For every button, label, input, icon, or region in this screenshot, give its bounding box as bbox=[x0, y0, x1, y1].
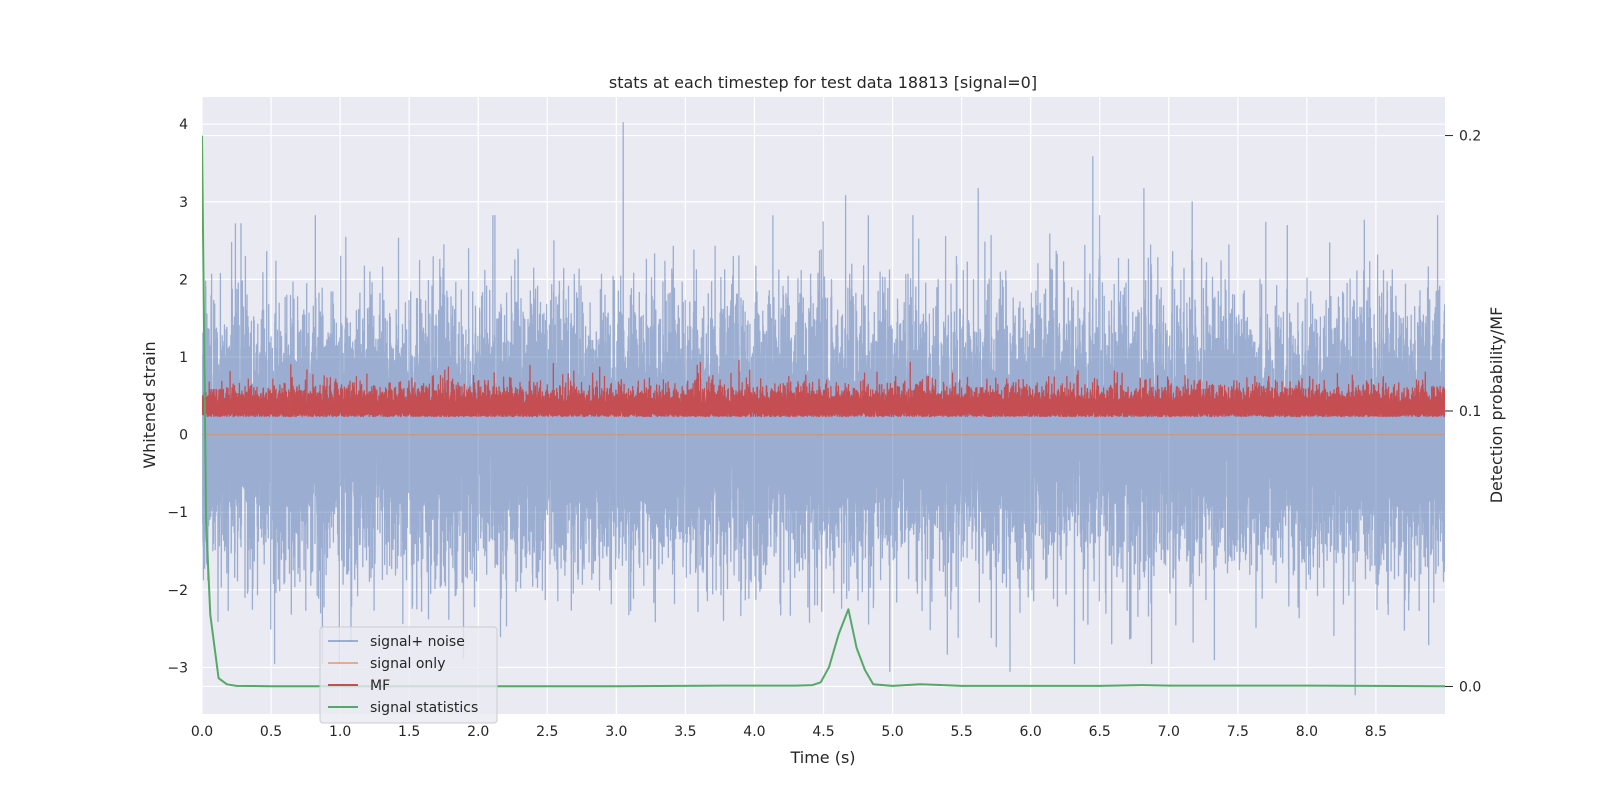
x-tick-label: 2.5 bbox=[536, 724, 558, 740]
legend-label: signal statistics bbox=[370, 700, 478, 716]
x-axis-label: Time (s) bbox=[789, 748, 855, 767]
y-tick-label: −1 bbox=[167, 505, 188, 521]
x-tick-label: 2.0 bbox=[467, 724, 489, 740]
x-tick-label: 7.5 bbox=[1227, 724, 1249, 740]
x-tick-label: 6.5 bbox=[1089, 724, 1111, 740]
legend: signal+ noise signal only MF signal statist… bbox=[319, 626, 498, 724]
y-tick-label: 4 bbox=[179, 117, 188, 133]
series-layer bbox=[202, 121, 1445, 696]
y-tick-label: 0 bbox=[179, 428, 188, 444]
x-tick-label: 3.5 bbox=[674, 724, 696, 740]
x-tick-label: 7.0 bbox=[1158, 724, 1180, 740]
x-tick-label: 8.0 bbox=[1296, 724, 1318, 740]
x-tick-label: 0.0 bbox=[191, 724, 213, 740]
y-tick-label: −2 bbox=[167, 583, 188, 599]
series-line-mf bbox=[202, 359, 1445, 418]
x-tick-label: 4.0 bbox=[743, 724, 765, 740]
x-tick-label: 1.0 bbox=[329, 724, 351, 740]
y-tick-label: 1 bbox=[179, 350, 188, 366]
y-axis-right: 0.2 0.1 0.0 bbox=[1445, 129, 1481, 695]
x-tick-label: 1.5 bbox=[398, 724, 420, 740]
y-axis-label: Whitened strain bbox=[140, 341, 159, 468]
y2-tick-label: 0.2 bbox=[1459, 129, 1481, 145]
legend-label: signal+ noise bbox=[370, 634, 465, 650]
series-line-signal-statistics bbox=[202, 135, 1445, 688]
legend-label: signal only bbox=[370, 656, 445, 672]
x-tick-label: 0.5 bbox=[260, 724, 282, 740]
y-axis-left: 4 3 2 1 0 −1 −2 −3 bbox=[167, 117, 188, 676]
legend-box bbox=[319, 626, 498, 724]
x-tick-label: 5.0 bbox=[881, 724, 903, 740]
y-tick-label: 2 bbox=[179, 272, 188, 288]
y-tick-label: 3 bbox=[179, 195, 188, 211]
legend-label: MF bbox=[370, 678, 390, 694]
x-tick-label: 4.5 bbox=[812, 724, 834, 740]
x-tick-label: 5.5 bbox=[950, 724, 972, 740]
y2-tick-label: 0.0 bbox=[1459, 679, 1481, 695]
x-axis: 0.0 0.5 1.0 1.5 2.0 2.5 3.0 3.5 4.0 4.5 5.0 5.5 6.0 6… bbox=[191, 724, 1387, 740]
x-tick-label: 6.0 bbox=[1020, 724, 1042, 740]
y2-axis-label: Detection probability/MF bbox=[1487, 307, 1506, 504]
x-tick-label: 8.5 bbox=[1365, 724, 1387, 740]
y-tick-label: −3 bbox=[167, 660, 188, 676]
chart-title: stats at each timestep for test data 188… bbox=[609, 73, 1037, 92]
y2-tick-label: 0.1 bbox=[1459, 404, 1481, 420]
x-tick-label: 3.0 bbox=[605, 724, 627, 740]
